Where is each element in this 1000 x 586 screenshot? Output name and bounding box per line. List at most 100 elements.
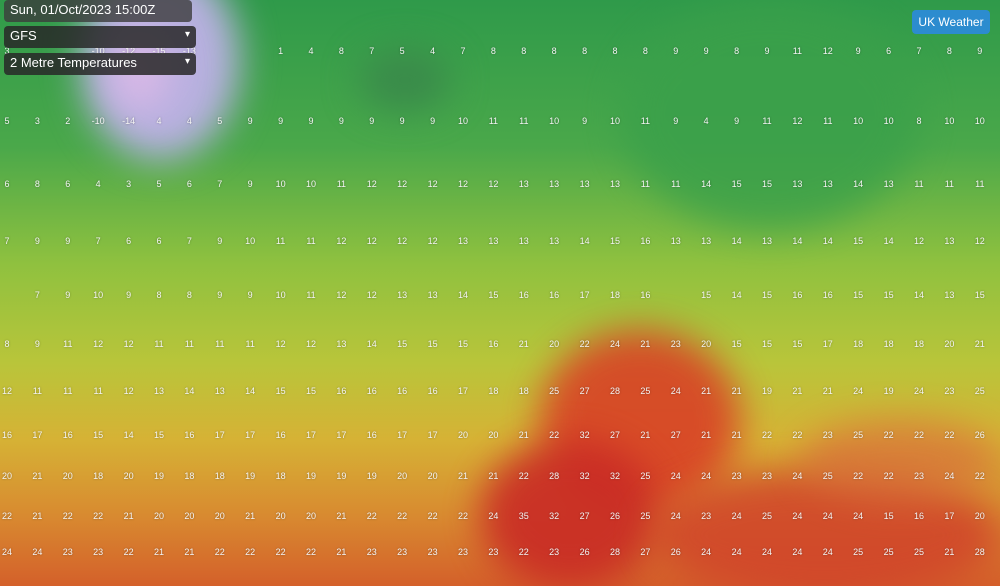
temperature-value: 8 bbox=[642, 46, 648, 56]
temperature-value: 24 bbox=[609, 339, 621, 349]
temperature-value: 26 bbox=[670, 547, 681, 557]
temperature-value: 13 bbox=[761, 236, 773, 246]
temperature-value: 21 bbox=[701, 430, 712, 440]
temperature-value: 7 bbox=[217, 179, 223, 189]
temperature-value: 9 bbox=[430, 116, 436, 126]
temperature-value: 12 bbox=[366, 179, 377, 189]
temperature-value: 9 bbox=[734, 116, 740, 126]
temperature-value: 9 bbox=[703, 46, 709, 56]
temperature-value: 28 bbox=[609, 547, 621, 557]
temperature-value: 17 bbox=[336, 430, 347, 440]
temperature-value: 24 bbox=[853, 511, 864, 521]
temperature-value: 21 bbox=[336, 511, 347, 521]
temperature-value: 21 bbox=[640, 339, 651, 349]
temperature-value: 11 bbox=[975, 179, 985, 189]
uk-weather-button[interactable]: UK Weather bbox=[912, 10, 990, 34]
temperature-value: 22 bbox=[427, 511, 438, 521]
layer-select[interactable]: 2 Metre Temperatures ▾ bbox=[4, 53, 196, 75]
temperature-value: 32 bbox=[609, 471, 621, 481]
temperature-value: 16 bbox=[792, 290, 803, 300]
temperature-value: 26 bbox=[579, 547, 590, 557]
temperature-value: 13 bbox=[883, 179, 894, 189]
temperature-value: 11 bbox=[306, 290, 316, 300]
temperature-value: 17 bbox=[32, 430, 43, 440]
temperature-value: 19 bbox=[336, 471, 347, 481]
temperature-value: 9 bbox=[217, 236, 223, 246]
temperature-value: 8 bbox=[612, 46, 618, 56]
temperature-value: 24 bbox=[1, 547, 13, 557]
temperature-value: 21 bbox=[336, 547, 347, 557]
temperature-value: 13 bbox=[944, 290, 955, 300]
temperature-value: 20 bbox=[427, 471, 438, 481]
temperature-value: 18 bbox=[913, 339, 925, 349]
temperature-value: 25 bbox=[974, 386, 985, 396]
iceland bbox=[360, 50, 450, 110]
temperature-value: 19 bbox=[761, 386, 773, 396]
temperature-value: 9 bbox=[308, 116, 314, 126]
temperature-value: 5 bbox=[156, 179, 162, 189]
temperature-value: 32 bbox=[549, 511, 560, 521]
temperature-value: 24 bbox=[701, 547, 712, 557]
temperature-value: 26 bbox=[974, 430, 985, 440]
temperature-value: 22 bbox=[883, 471, 894, 481]
temperature-value: 13 bbox=[397, 290, 408, 300]
temperature-value: 21 bbox=[731, 386, 742, 396]
temperature-value: 14 bbox=[184, 386, 195, 396]
temperature-value: 13 bbox=[579, 179, 590, 189]
temperature-value: 1 bbox=[278, 46, 284, 56]
temperature-value: 9 bbox=[247, 116, 253, 126]
timestamp-text: Sun, 01/Oct/2023 15:00Z bbox=[10, 2, 156, 17]
temperature-value: 19 bbox=[366, 471, 377, 481]
temperature-value: 21 bbox=[245, 511, 256, 521]
temperature-value: 8 bbox=[156, 290, 162, 300]
temperature-value: 23 bbox=[701, 511, 712, 521]
temperature-value: 6 bbox=[65, 179, 71, 189]
temperature-value: 22 bbox=[913, 430, 925, 440]
temperature-value: -14 bbox=[122, 116, 136, 126]
temperature-value: 22 bbox=[518, 547, 529, 557]
temperature-value: 22 bbox=[761, 430, 773, 440]
temperature-value: 23 bbox=[731, 471, 742, 481]
temperature-value: 19 bbox=[305, 471, 317, 481]
temperature-value: 21 bbox=[123, 511, 134, 521]
temperature-value: 18 bbox=[609, 290, 621, 300]
temperature-value: 18 bbox=[275, 471, 286, 481]
temperature-value: 24 bbox=[944, 471, 955, 481]
temperature-value: 22 bbox=[214, 547, 225, 557]
temperature-value: 11 bbox=[792, 46, 803, 56]
temperature-value: 11 bbox=[519, 116, 529, 126]
temperature-value: 20 bbox=[184, 511, 195, 521]
temperature-value: 9 bbox=[338, 116, 344, 126]
temperature-value: 16 bbox=[275, 430, 286, 440]
temperature-value: 12 bbox=[427, 236, 438, 246]
model-select[interactable]: GFS ▾ bbox=[4, 26, 196, 48]
temperature-value: 9 bbox=[399, 116, 405, 126]
temperature-value: 11 bbox=[275, 236, 286, 246]
temperature-value: 24 bbox=[670, 471, 681, 481]
temperature-value: 22 bbox=[579, 339, 590, 349]
scandinavia bbox=[620, 0, 920, 230]
temperature-value: 8 bbox=[916, 116, 922, 126]
temperature-value: 8 bbox=[186, 290, 192, 300]
temperature-value: 15 bbox=[761, 179, 773, 189]
temperature-value: 22 bbox=[1, 511, 13, 521]
temperature-value: 13 bbox=[153, 386, 165, 396]
temperature-value: 16 bbox=[488, 339, 499, 349]
temperature-value: 15 bbox=[397, 339, 408, 349]
temperature-value: 16 bbox=[62, 430, 73, 440]
temperature-value: 17 bbox=[579, 290, 590, 300]
temperature-value: 24 bbox=[32, 547, 43, 557]
temperature-value: 17 bbox=[822, 339, 833, 349]
temperature-value: 15 bbox=[974, 290, 985, 300]
temperature-value: 24 bbox=[761, 547, 773, 557]
temperature-value: 11 bbox=[944, 179, 955, 189]
temperature-value: 10 bbox=[245, 236, 256, 246]
temperature-value: 4 bbox=[430, 46, 436, 56]
temperature-value: 16 bbox=[184, 430, 195, 440]
temperature-value: -13 bbox=[182, 46, 196, 56]
temperature-value: 8 bbox=[946, 46, 952, 56]
temperature-value: 12 bbox=[275, 339, 286, 349]
temperature-value: 17 bbox=[457, 386, 469, 396]
temperature-value: 15 bbox=[305, 386, 317, 396]
